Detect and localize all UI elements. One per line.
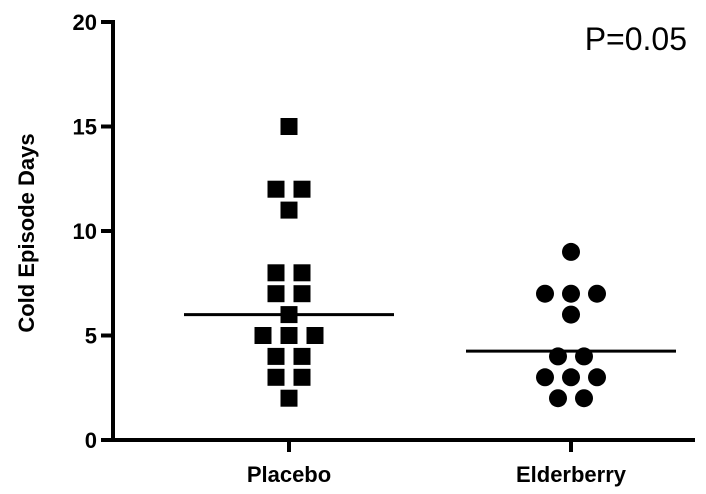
- elderberry-point: [562, 242, 580, 261]
- placebo-point: [293, 368, 311, 386]
- placebo-point: [280, 201, 298, 219]
- x-ticks: Placebo Elderberry: [247, 440, 627, 487]
- elderberry-point: [536, 368, 554, 387]
- elderberry-point: [588, 284, 606, 303]
- placebo-point: [267, 285, 285, 303]
- elderberry-point: [562, 368, 580, 387]
- placebo-point: [267, 347, 285, 365]
- placebo-point: [293, 285, 311, 303]
- placebo-point: [293, 180, 311, 198]
- placebo-point: [280, 327, 298, 344]
- elderberry-point: [562, 305, 580, 324]
- placebo-point: [280, 118, 298, 135]
- p-value-annotation: P=0.05: [585, 21, 687, 57]
- y-tick-label: 0: [85, 428, 97, 453]
- elderberry-point: [562, 284, 580, 303]
- y-tick-label: 10: [73, 219, 97, 244]
- placebo-point: [280, 389, 298, 407]
- placebo-point: [267, 368, 285, 386]
- y-ticks: 0 5 10 15 20: [73, 10, 113, 453]
- y-tick-label: 20: [73, 10, 97, 35]
- placebo-point: [306, 327, 324, 344]
- y-tick-label: 5: [85, 324, 97, 349]
- x-tick-label-elderberry: Elderberry: [516, 462, 627, 487]
- placebo-point: [293, 347, 311, 365]
- y-axis-title: Cold Episode Days: [14, 133, 39, 332]
- y-tick-label: 15: [73, 115, 97, 140]
- placebo-point: [254, 327, 272, 344]
- placebo-point: [267, 180, 285, 198]
- placebo-point: [293, 264, 311, 282]
- elderberry-point: [536, 284, 554, 303]
- mean-lines: [184, 313, 676, 353]
- elderberry-point: [575, 389, 593, 408]
- elderberry-point: [549, 389, 567, 408]
- x-tick-label-placebo: Placebo: [247, 462, 331, 487]
- axes: [111, 20, 695, 442]
- placebo-point: [267, 264, 285, 282]
- elderberry-point: [588, 368, 606, 387]
- data-points: [254, 118, 606, 408]
